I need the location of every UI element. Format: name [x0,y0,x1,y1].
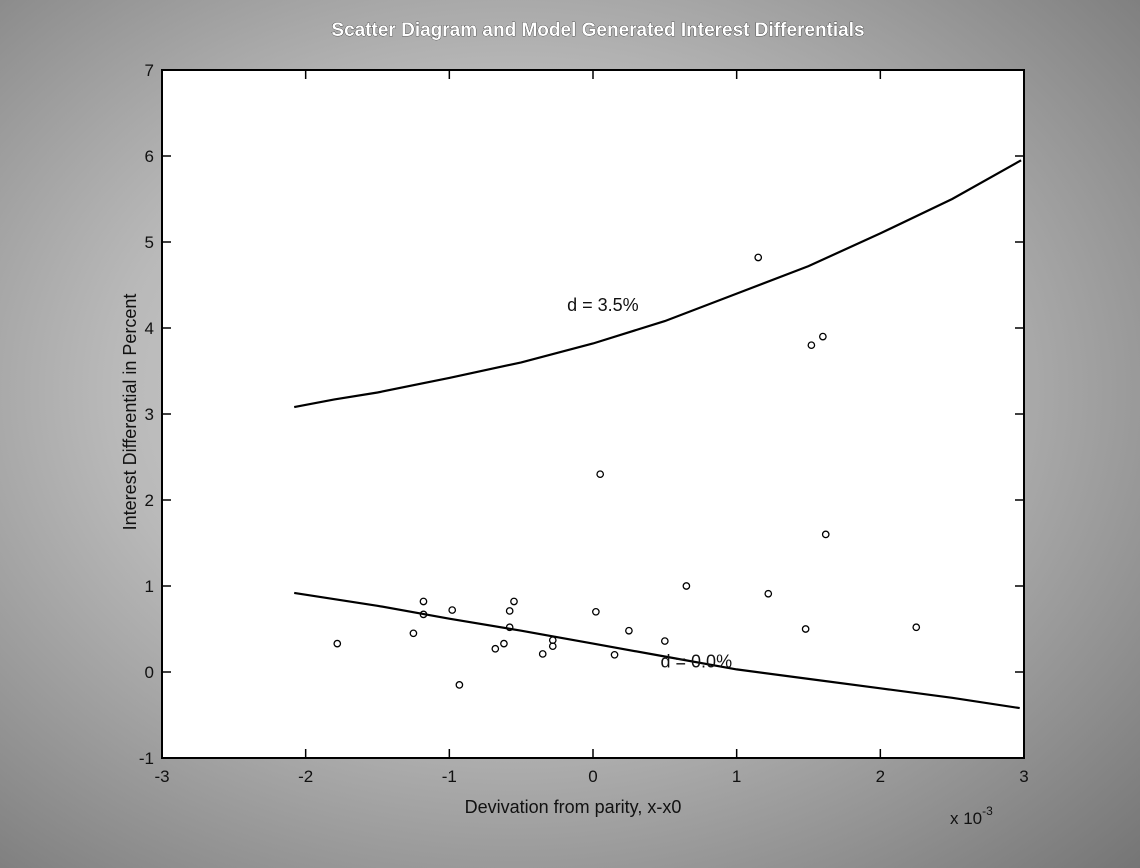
x-multiplier-exponent: -3 [982,804,993,818]
data-point [821,530,830,539]
y-axis-label: Interest Differential in Percent [120,294,140,531]
y-tick-label: -1 [139,749,154,768]
data-point [548,636,557,645]
data-point [807,341,816,350]
plot-area [161,69,1025,759]
y-tick-label: 2 [145,491,154,510]
x-tick-label: -3 [154,767,169,786]
y-tick-label: 1 [145,577,154,596]
data-point [491,644,500,653]
data-point [801,625,810,633]
x-tick-label: 0 [588,767,597,786]
curve-labels: d = 3.5% d = 0.0% [567,295,732,672]
data-point [592,607,600,616]
data-point [455,681,464,689]
x-axis-label: Devivation from parity, x-x0 [465,797,682,817]
data-point [505,607,514,615]
scatter-points [333,253,921,689]
data-point [819,332,827,341]
curve-label: d = 0.0% [661,652,733,672]
y-tick-label: 4 [145,319,154,338]
data-point [625,626,633,635]
data-point [682,582,691,590]
data-point [660,637,669,645]
y-tick-label: 0 [145,663,154,682]
y-tick-label: 6 [145,147,154,166]
x-multiplier-base: x 10 [950,809,982,828]
data-point [500,639,508,648]
data-point [409,629,418,638]
x-tick-label: 1 [732,767,741,786]
data-point [610,650,619,659]
model-curve-line [293,159,1022,409]
chart-title: Scatter Diagram and Model Generated Inte… [331,20,864,41]
curve-label: d = 3.5% [567,295,639,315]
model-curves [293,159,1022,710]
data-point [333,639,342,648]
data-point [419,610,428,619]
data-point [505,623,514,632]
x-tick-label: 2 [876,767,885,786]
x-tick-label: -1 [442,767,457,786]
data-point [538,650,547,658]
data-point [912,623,921,632]
x-tick-label: 3 [1019,767,1028,786]
data-point [448,606,457,614]
model-curve-line [294,591,1020,710]
data-point [510,597,518,606]
y-tick-label: 3 [145,405,154,424]
x-axis-multiplier: x 10-3 [950,804,993,828]
data-point [419,597,428,606]
y-tick-label: 5 [145,233,154,252]
axes: -3 -2 -1 0 1 2 3 -1 0 1 2 3 4 5 6 7 [139,61,1029,786]
data-point [596,470,605,479]
data-point [764,589,773,598]
y-tick-label: 7 [145,61,154,80]
x-tick-label: -2 [298,767,313,786]
data-point [754,253,763,262]
